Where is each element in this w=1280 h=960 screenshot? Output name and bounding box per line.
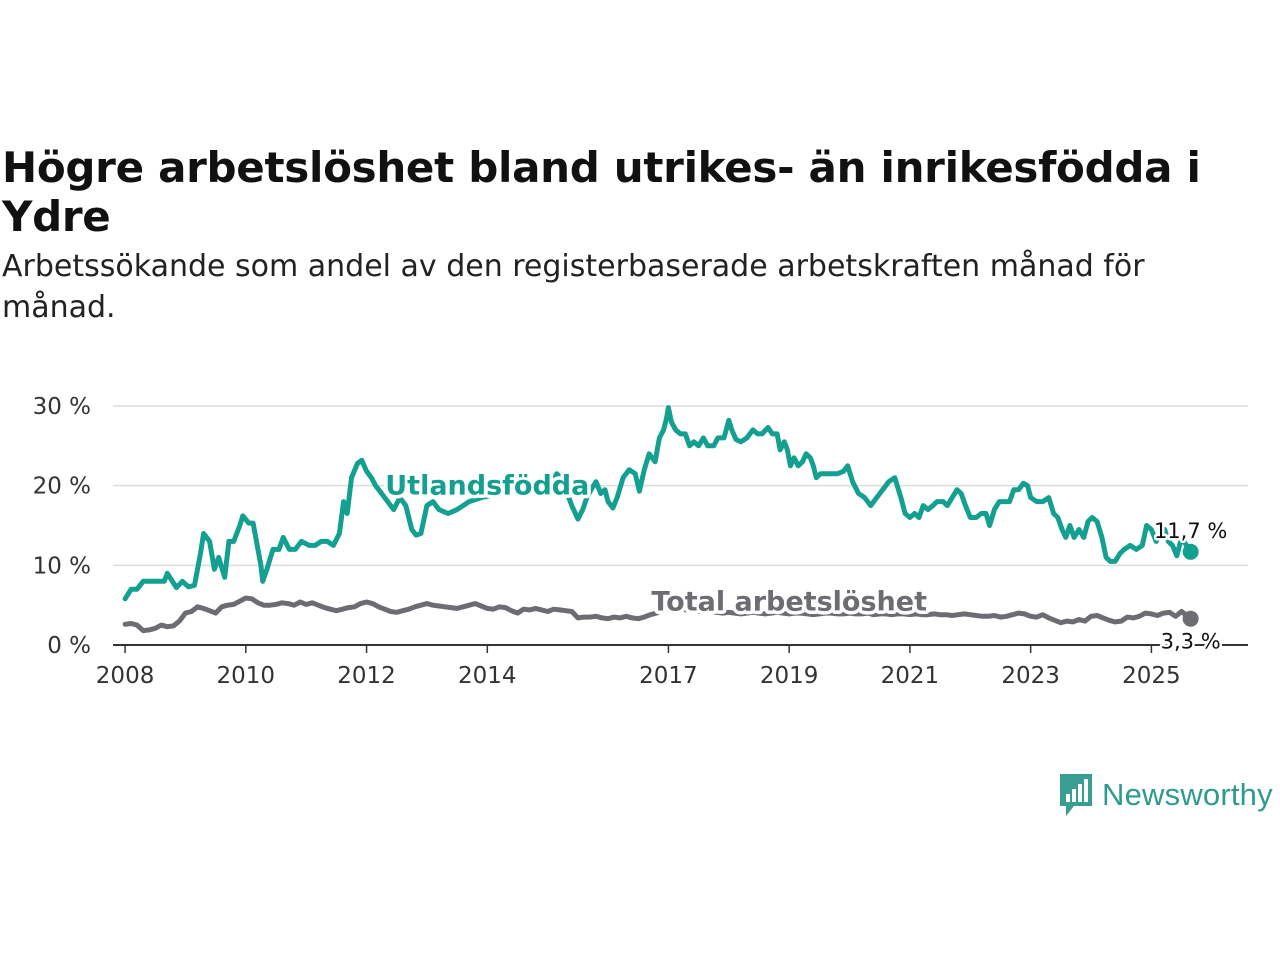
series-label-utlandsfodda: Utlandsfödda	[385, 470, 589, 501]
end-label-total: 3,3 %	[1161, 630, 1221, 654]
end-point-total	[1182, 610, 1199, 627]
x-tick-label: 2012	[337, 663, 396, 689]
x-tick-label: 2019	[760, 663, 819, 689]
x-tick-label: 2023	[1001, 663, 1060, 689]
bar-chart-icon	[1060, 774, 1092, 816]
series-line-utlandsfodda	[122, 405, 1194, 602]
chart-subtitle: Arbetssökande som andel av den registerb…	[2, 249, 1145, 325]
chart-title: Högre arbetslöshet bland utrikes- än inr…	[2, 143, 1201, 241]
y-tick-label: 0 %	[47, 633, 91, 659]
y-tick-label: 30 %	[33, 394, 91, 420]
end-point-utlandsfodda	[1182, 543, 1199, 560]
series-label-total: Total arbetslöshet	[651, 587, 927, 618]
x-tick-label: 2010	[217, 663, 276, 689]
brand-name: Newsworthy	[1102, 777, 1273, 812]
series-line-total	[122, 595, 1194, 634]
x-tick-label: 2014	[458, 663, 517, 689]
y-tick-label: 10 %	[33, 553, 91, 579]
x-tick-label: 2017	[639, 663, 698, 689]
end-label-utlandsfodda: 11,7 %	[1154, 519, 1227, 543]
x-tick-label: 2008	[96, 663, 155, 689]
x-tick-label: 2021	[881, 663, 940, 689]
brand-logo: Newsworthy	[1058, 772, 1273, 818]
x-tick-label: 2025	[1122, 663, 1181, 689]
line-chart: 0 % 10 % 20 % 30 % 2008 2010 2012 2014 2017 2019 2…	[33, 394, 1248, 689]
y-tick-label: 20 %	[33, 474, 91, 500]
